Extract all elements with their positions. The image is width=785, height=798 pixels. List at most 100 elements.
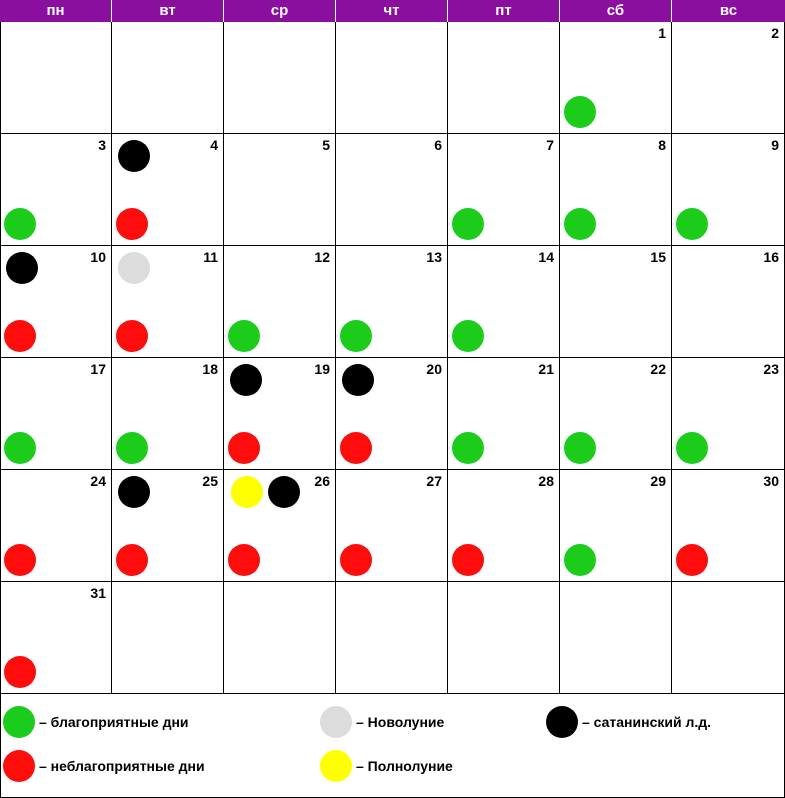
day-cell-27[interactable]: 27 [336, 470, 448, 582]
day-cell-10[interactable]: 10 [0, 246, 112, 358]
day-cell-30[interactable]: 30 [672, 470, 785, 582]
weekday-header: сб [560, 0, 672, 22]
day-number: 12 [314, 249, 330, 265]
grid-line-vertical [447, 22, 448, 694]
day-cell-5[interactable]: 5 [224, 134, 336, 246]
gray-circle-icon [118, 252, 150, 284]
legend-item: – Новолуние [320, 706, 444, 738]
green-circle-icon [564, 432, 596, 464]
day-cell-9[interactable]: 9 [672, 134, 785, 246]
red-circle-icon [3, 750, 35, 782]
grid-line-horizontal [0, 693, 785, 694]
gray-circle-icon [320, 706, 352, 738]
day-cell-6[interactable]: 6 [336, 134, 448, 246]
day-number: 28 [538, 473, 554, 489]
red-circle-icon [228, 544, 260, 576]
red-circle-icon [116, 208, 148, 240]
red-circle-icon [340, 432, 372, 464]
day-cell-26[interactable]: 26 [224, 470, 336, 582]
green-circle-icon [564, 544, 596, 576]
grid-line-horizontal [0, 357, 785, 358]
day-cell-8[interactable]: 8 [560, 134, 672, 246]
day-number: 4 [210, 137, 218, 153]
day-number: 7 [546, 137, 554, 153]
day-cell-29[interactable]: 29 [560, 470, 672, 582]
yellow-circle-icon [320, 750, 352, 782]
day-cell-20[interactable]: 20 [336, 358, 448, 470]
day-cell-23[interactable]: 23 [672, 358, 785, 470]
day-number: 21 [538, 361, 554, 377]
day-cell-28[interactable]: 28 [448, 470, 560, 582]
day-cell-17[interactable]: 17 [0, 358, 112, 470]
day-number: 9 [771, 137, 779, 153]
green-circle-icon [4, 208, 36, 240]
legend-label: – неблагоприятные дни [39, 758, 205, 774]
day-cell-13[interactable]: 13 [336, 246, 448, 358]
day-cell-1[interactable]: 1 [560, 22, 672, 134]
empty-cell [336, 582, 448, 694]
green-circle-icon [340, 320, 372, 352]
green-circle-icon [564, 208, 596, 240]
day-cell-2[interactable]: 2 [672, 22, 785, 134]
day-cell-14[interactable]: 14 [448, 246, 560, 358]
day-number: 1 [658, 25, 666, 41]
day-cell-15[interactable]: 15 [560, 246, 672, 358]
empty-cell [112, 22, 224, 134]
day-cell-7[interactable]: 7 [448, 134, 560, 246]
green-circle-icon [228, 320, 260, 352]
grid-line-vertical [223, 22, 224, 694]
day-cell-16[interactable]: 16 [672, 246, 785, 358]
green-circle-icon [676, 208, 708, 240]
day-number: 20 [426, 361, 442, 377]
red-circle-icon [340, 544, 372, 576]
grid-line-vertical [671, 22, 672, 694]
day-cell-11[interactable]: 11 [112, 246, 224, 358]
green-circle-icon [116, 432, 148, 464]
black-circle-icon [6, 252, 38, 284]
day-cell-19[interactable]: 19 [224, 358, 336, 470]
weekday-header: вт [112, 0, 224, 22]
weekday-header: ср [224, 0, 336, 22]
red-circle-icon [4, 656, 36, 688]
red-circle-icon [4, 320, 36, 352]
day-number: 11 [203, 249, 218, 265]
grid-line-horizontal [0, 469, 785, 470]
grid-line-horizontal [0, 245, 785, 246]
red-circle-icon [676, 544, 708, 576]
black-circle-icon [342, 364, 374, 396]
day-number: 16 [763, 249, 779, 265]
day-number: 10 [90, 249, 106, 265]
black-circle-icon [546, 706, 578, 738]
day-cell-18[interactable]: 18 [112, 358, 224, 470]
day-cell-4[interactable]: 4 [112, 134, 224, 246]
day-cell-22[interactable]: 22 [560, 358, 672, 470]
empty-cell [448, 22, 560, 134]
day-cell-21[interactable]: 21 [448, 358, 560, 470]
day-cell-31[interactable]: 31 [0, 582, 112, 694]
red-circle-icon [116, 320, 148, 352]
grid-line-horizontal [0, 133, 785, 134]
red-circle-icon [4, 544, 36, 576]
day-number: 31 [90, 585, 106, 601]
grid-line-vertical [559, 22, 560, 694]
grid-line-vertical [111, 22, 112, 694]
day-cell-12[interactable]: 12 [224, 246, 336, 358]
day-cell-3[interactable]: 3 [0, 134, 112, 246]
green-circle-icon [564, 96, 596, 128]
day-number: 30 [763, 473, 779, 489]
green-circle-icon [3, 706, 35, 738]
yellow-circle-icon [231, 476, 263, 508]
legend-item: – Полнолуние [320, 750, 453, 782]
day-cell-25[interactable]: 25 [112, 470, 224, 582]
legend-label: – благоприятные дни [39, 714, 189, 730]
day-number: 25 [202, 473, 218, 489]
day-cell-24[interactable]: 24 [0, 470, 112, 582]
green-circle-icon [452, 320, 484, 352]
empty-cell [224, 582, 336, 694]
day-number: 3 [98, 137, 106, 153]
green-circle-icon [4, 432, 36, 464]
empty-cell [0, 22, 112, 134]
day-number: 27 [426, 473, 442, 489]
day-number: 6 [434, 137, 442, 153]
red-circle-icon [228, 432, 260, 464]
